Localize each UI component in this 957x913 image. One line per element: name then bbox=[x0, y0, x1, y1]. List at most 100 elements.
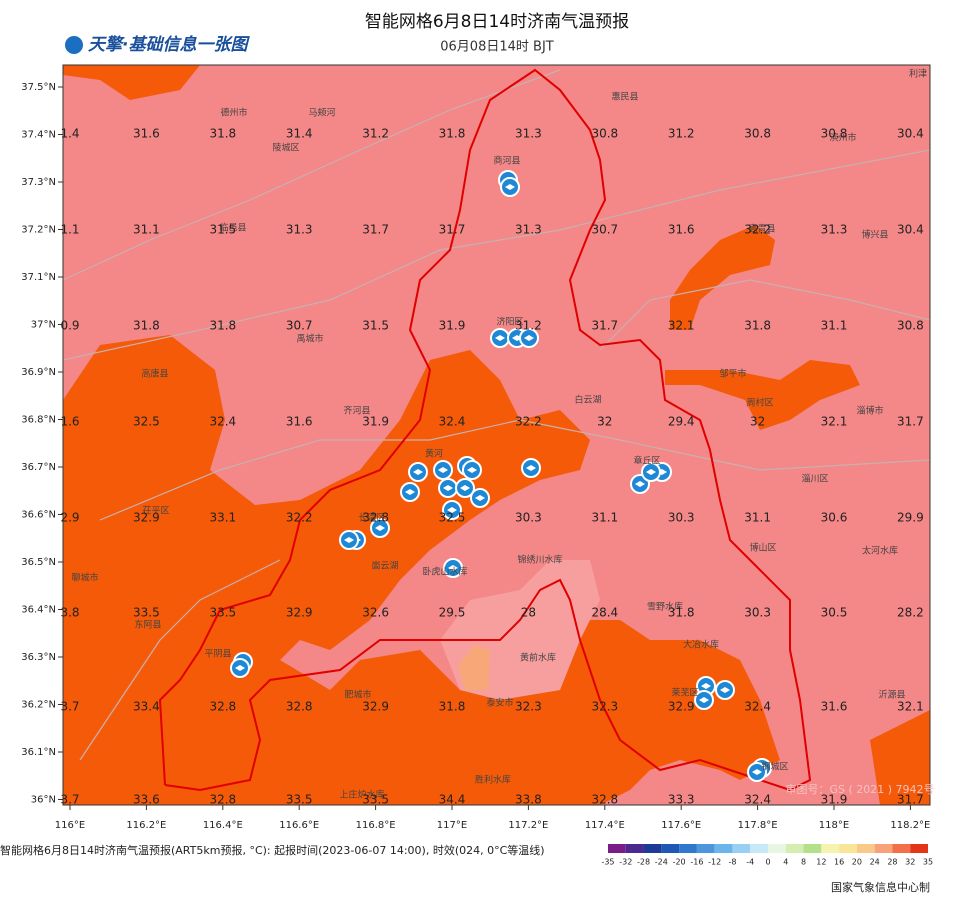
place-label: 临邑县 bbox=[219, 222, 246, 234]
place-label: 博山区 bbox=[749, 542, 776, 554]
logo-icon bbox=[65, 36, 83, 54]
grid-value: 32.2 bbox=[286, 511, 313, 525]
mild-area bbox=[458, 645, 490, 690]
grid-value: 31.7 bbox=[897, 415, 924, 429]
grid-value: 33.5 bbox=[133, 606, 160, 620]
map bbox=[63, 65, 930, 805]
grid-value: 32.9 bbox=[286, 606, 313, 620]
station-cap bbox=[467, 467, 477, 473]
legend-label: 32 bbox=[905, 858, 915, 867]
warm-area bbox=[63, 335, 780, 805]
station-cap bbox=[495, 335, 505, 341]
grid-value: 32.9 bbox=[133, 511, 160, 525]
legend-swatch bbox=[874, 844, 893, 853]
grid-value: 31.3 bbox=[286, 223, 313, 237]
grid-value: 33.8 bbox=[515, 793, 542, 807]
lon-label: 117°E bbox=[437, 820, 467, 831]
place-label: 邹平市 bbox=[719, 368, 746, 380]
grid-value: 28 bbox=[521, 606, 536, 620]
legend-swatch bbox=[679, 844, 697, 853]
legend-label: -20 bbox=[673, 858, 686, 867]
grid-value: 30.8 bbox=[897, 319, 924, 333]
place-label: 淄博市 bbox=[856, 405, 883, 417]
legend-label: 24 bbox=[870, 858, 880, 867]
station-cap bbox=[344, 537, 354, 543]
grid-value: 30.4 bbox=[897, 223, 924, 237]
grid-value: 31.3 bbox=[821, 223, 848, 237]
grid-value: 30.7 bbox=[591, 223, 618, 237]
grid-value: 32.2 bbox=[515, 415, 542, 429]
logo: 天擎·基础信息一张图 bbox=[88, 35, 250, 55]
grid-value: 3.7 bbox=[60, 700, 79, 714]
grid-value: 30.3 bbox=[515, 511, 542, 525]
legend-swatch bbox=[750, 844, 768, 853]
grid-value: 32.4 bbox=[744, 793, 771, 807]
lon-label: 116.4°E bbox=[203, 820, 243, 831]
grid-value: 28.4 bbox=[591, 606, 618, 620]
boundary bbox=[158, 68, 812, 792]
lon-label: 116.2°E bbox=[126, 820, 166, 831]
grid-value: 31.9 bbox=[439, 319, 466, 333]
place-label: 东阿县 bbox=[134, 619, 161, 631]
station-cap bbox=[526, 465, 536, 471]
place-label: 高唐县 bbox=[141, 368, 168, 380]
place-label: 锦绣川水库 bbox=[517, 554, 562, 566]
legend-swatch bbox=[732, 844, 751, 853]
grid-value: 33.3 bbox=[668, 793, 695, 807]
place-label: 齐河县 bbox=[343, 405, 370, 417]
place-label: 滨州市 bbox=[829, 132, 856, 144]
lon-label: 116.8°E bbox=[356, 820, 396, 831]
grid-value: 31.7 bbox=[362, 223, 389, 237]
station-cap bbox=[701, 683, 711, 689]
lon-label: 117.8°E bbox=[738, 820, 778, 831]
grid-value: 31.4 bbox=[286, 127, 313, 141]
grid-value: 33.5 bbox=[286, 793, 313, 807]
place-label: 雪野水库 bbox=[647, 601, 683, 613]
grid-value: 30.5 bbox=[821, 606, 848, 620]
grid-value: 0.9 bbox=[60, 319, 79, 333]
grid-value: 31.8 bbox=[209, 319, 236, 333]
grid-value: 1.6 bbox=[60, 415, 79, 429]
station-cap bbox=[413, 469, 423, 475]
legend-label: 16 bbox=[834, 858, 844, 867]
grid-value: 31.1 bbox=[591, 511, 618, 525]
place-label: 章丘区 bbox=[633, 455, 660, 467]
legend-swatch bbox=[608, 844, 626, 853]
place-label: 卧虎山水库 bbox=[422, 566, 467, 578]
legend-swatch bbox=[714, 844, 733, 853]
grid-value: 31.2 bbox=[362, 127, 389, 141]
place-label: 黄河 bbox=[425, 448, 443, 460]
lat-label: 36.6°N bbox=[21, 510, 56, 521]
lat-label: 36.9°N bbox=[21, 367, 56, 378]
legend-label: -32 bbox=[619, 858, 632, 867]
place-label: 泰安市 bbox=[486, 697, 513, 709]
place-label: 平阴县 bbox=[204, 649, 231, 660]
grid-value: 32.1 bbox=[821, 415, 848, 429]
map-frame bbox=[62, 64, 931, 806]
legend-label: 8 bbox=[801, 858, 806, 867]
place-label: 钢城区 bbox=[761, 761, 788, 773]
grid-value: 30.3 bbox=[744, 606, 771, 620]
grid-value: 31.9 bbox=[821, 793, 848, 807]
grid-value: 1.4 bbox=[60, 127, 79, 141]
title: 智能网格6月8日14时济南气温预报 bbox=[365, 12, 629, 32]
legend-swatch bbox=[803, 844, 822, 853]
grid-value: 30.8 bbox=[821, 127, 848, 141]
place-label: 淄川区 bbox=[801, 473, 828, 485]
place-label: 太河水库 bbox=[862, 545, 898, 557]
grid-value: 31.6 bbox=[286, 415, 313, 429]
grid-value: 31.6 bbox=[668, 223, 695, 237]
grid-value: 31.7 bbox=[897, 793, 924, 807]
caption: 智能网格6月8日14时济南气温预报(ART5km预报, °C): 起报时间(20… bbox=[0, 843, 545, 857]
grid-value: 3.7 bbox=[60, 793, 79, 807]
station-cap bbox=[524, 335, 534, 341]
lon-label: 117.4°E bbox=[585, 820, 625, 831]
grid-value: 31.3 bbox=[515, 223, 542, 237]
legend-label: -35 bbox=[601, 858, 614, 867]
grid-value: 33.4 bbox=[133, 700, 160, 714]
lat-label: 36.3°N bbox=[21, 652, 56, 663]
station-cap bbox=[505, 184, 515, 190]
lat-label: 36.4°N bbox=[21, 605, 56, 616]
legend-label: 4 bbox=[783, 858, 788, 867]
place-label: 惠民县 bbox=[611, 91, 638, 103]
